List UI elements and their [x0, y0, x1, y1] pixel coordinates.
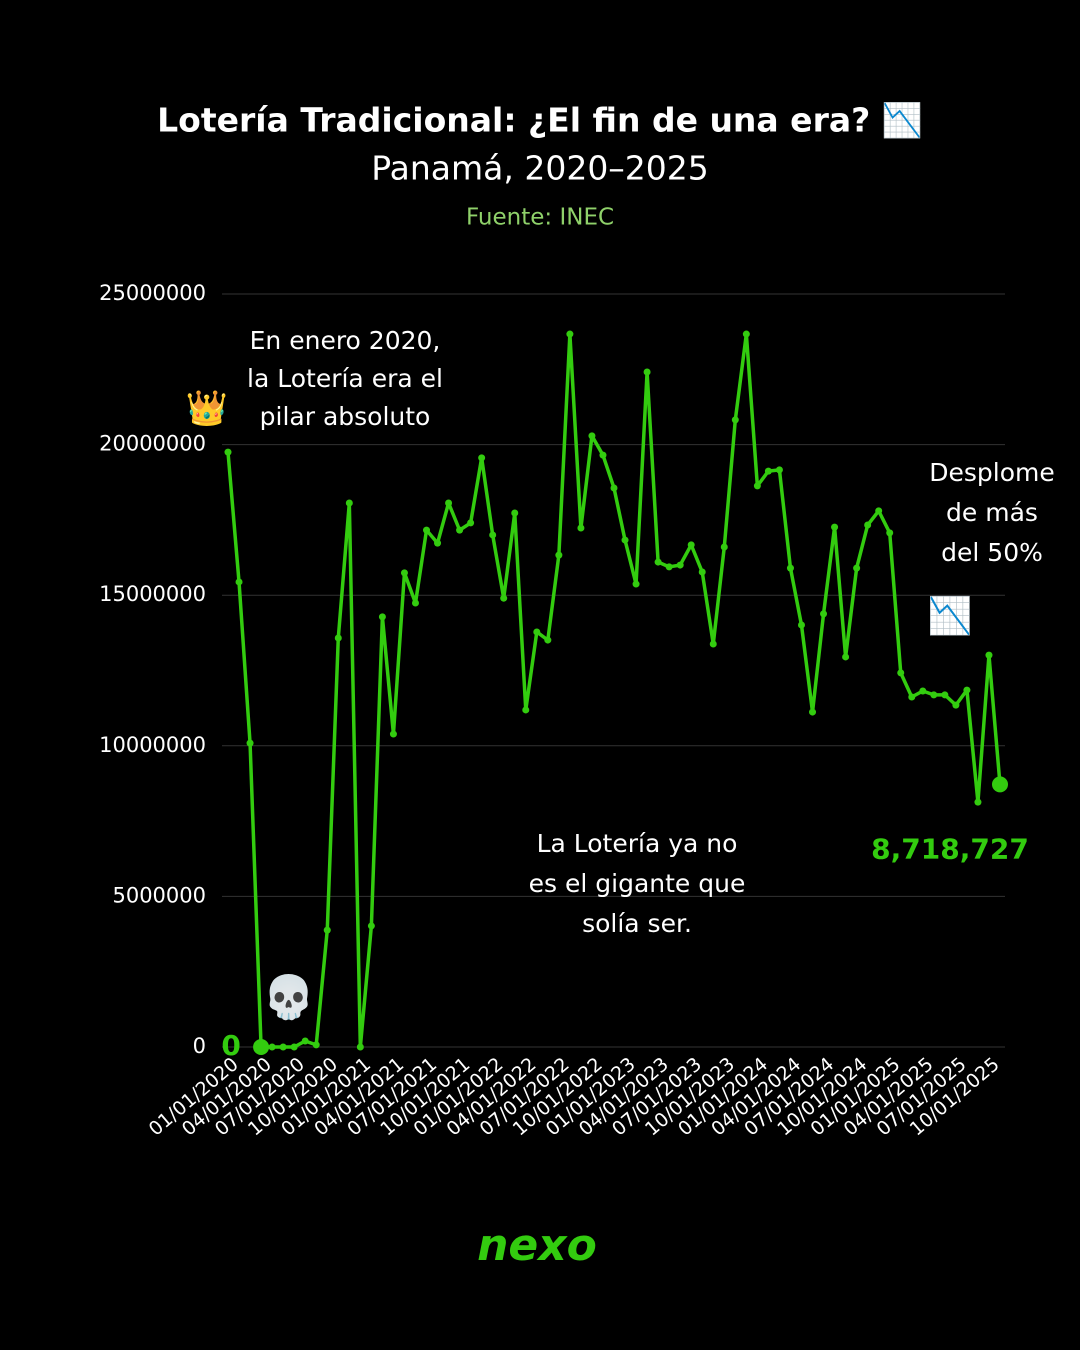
point — [334, 634, 342, 642]
point — [489, 531, 497, 539]
point — [992, 776, 1008, 793]
point — [434, 539, 442, 547]
y-tick-label: 5000000 — [112, 883, 206, 907]
point — [908, 693, 916, 701]
annotation: la Lotería era el — [247, 364, 443, 393]
point — [599, 451, 607, 459]
point — [952, 701, 960, 709]
point — [345, 499, 353, 507]
point — [301, 1037, 309, 1045]
y-tick-label: 25000000 — [99, 281, 206, 305]
point — [665, 563, 673, 571]
point — [400, 569, 408, 577]
point — [797, 621, 805, 629]
point — [632, 580, 640, 588]
point — [897, 669, 905, 677]
point — [919, 687, 927, 695]
chart-title: Lotería Tradicional: ¿El fin de una era?… — [157, 101, 923, 140]
point — [643, 368, 651, 376]
annotation: es el gigante que — [529, 869, 746, 898]
point — [875, 507, 883, 515]
annotation: La Lotería ya no — [537, 829, 738, 858]
point — [500, 594, 508, 602]
point — [698, 568, 706, 576]
value-label: 0 — [221, 1029, 240, 1062]
y-tick-label: 15000000 — [99, 582, 206, 606]
logo: nexo — [477, 1220, 597, 1271]
point — [544, 636, 552, 644]
point — [687, 541, 695, 549]
point — [411, 599, 419, 607]
y-tick-label: 10000000 — [99, 733, 206, 757]
point — [555, 551, 563, 559]
point — [786, 564, 794, 572]
point — [720, 543, 728, 551]
point — [246, 739, 254, 747]
chart-subtitle: Panamá, 2020–2025 — [371, 149, 709, 188]
point — [423, 526, 431, 534]
point — [831, 523, 839, 531]
point — [753, 482, 761, 490]
point — [367, 922, 375, 930]
annotation: 👑 — [186, 389, 228, 429]
point — [742, 330, 750, 338]
point — [985, 651, 993, 659]
point — [610, 484, 618, 492]
point — [478, 454, 486, 462]
point — [842, 653, 850, 661]
point — [809, 708, 817, 716]
point — [312, 1041, 320, 1049]
y-tick-label: 0 — [193, 1034, 206, 1058]
point — [467, 519, 475, 527]
source: Fuente: INEC — [466, 205, 614, 231]
point — [253, 1039, 270, 1055]
point — [389, 730, 397, 738]
point — [456, 526, 464, 534]
point — [588, 432, 596, 440]
point — [764, 467, 772, 475]
point — [864, 521, 872, 529]
point — [820, 610, 828, 618]
point — [676, 561, 684, 569]
point — [941, 691, 949, 699]
point — [930, 691, 938, 699]
annotation: En enero 2020, — [250, 326, 441, 355]
value-label: 8,718,727 — [871, 832, 1029, 865]
point — [654, 558, 662, 566]
point — [963, 686, 971, 694]
point — [511, 509, 519, 517]
point — [378, 613, 386, 621]
annotation: del 50% — [941, 538, 1043, 567]
annotation: 📉 — [928, 595, 973, 637]
point — [224, 448, 232, 456]
point — [522, 706, 530, 714]
point — [235, 578, 243, 586]
point — [268, 1043, 276, 1051]
point — [566, 330, 574, 338]
point — [709, 640, 717, 648]
point — [356, 1043, 364, 1051]
point — [445, 499, 453, 507]
y-tick-label: 20000000 — [99, 432, 206, 456]
point — [577, 524, 585, 532]
point — [775, 466, 783, 474]
annotation: pilar absoluto — [260, 402, 431, 431]
point — [853, 564, 861, 572]
point — [290, 1043, 298, 1051]
point — [731, 416, 739, 424]
point — [974, 798, 982, 806]
annotation: solía ser. — [582, 909, 692, 938]
point — [533, 628, 541, 636]
point — [621, 536, 629, 544]
annotation: Desplome — [929, 458, 1055, 487]
annotation: 💀 — [263, 973, 315, 1022]
point — [886, 529, 894, 537]
annotation: de más — [946, 498, 1038, 527]
point — [323, 926, 331, 934]
point — [279, 1043, 287, 1051]
